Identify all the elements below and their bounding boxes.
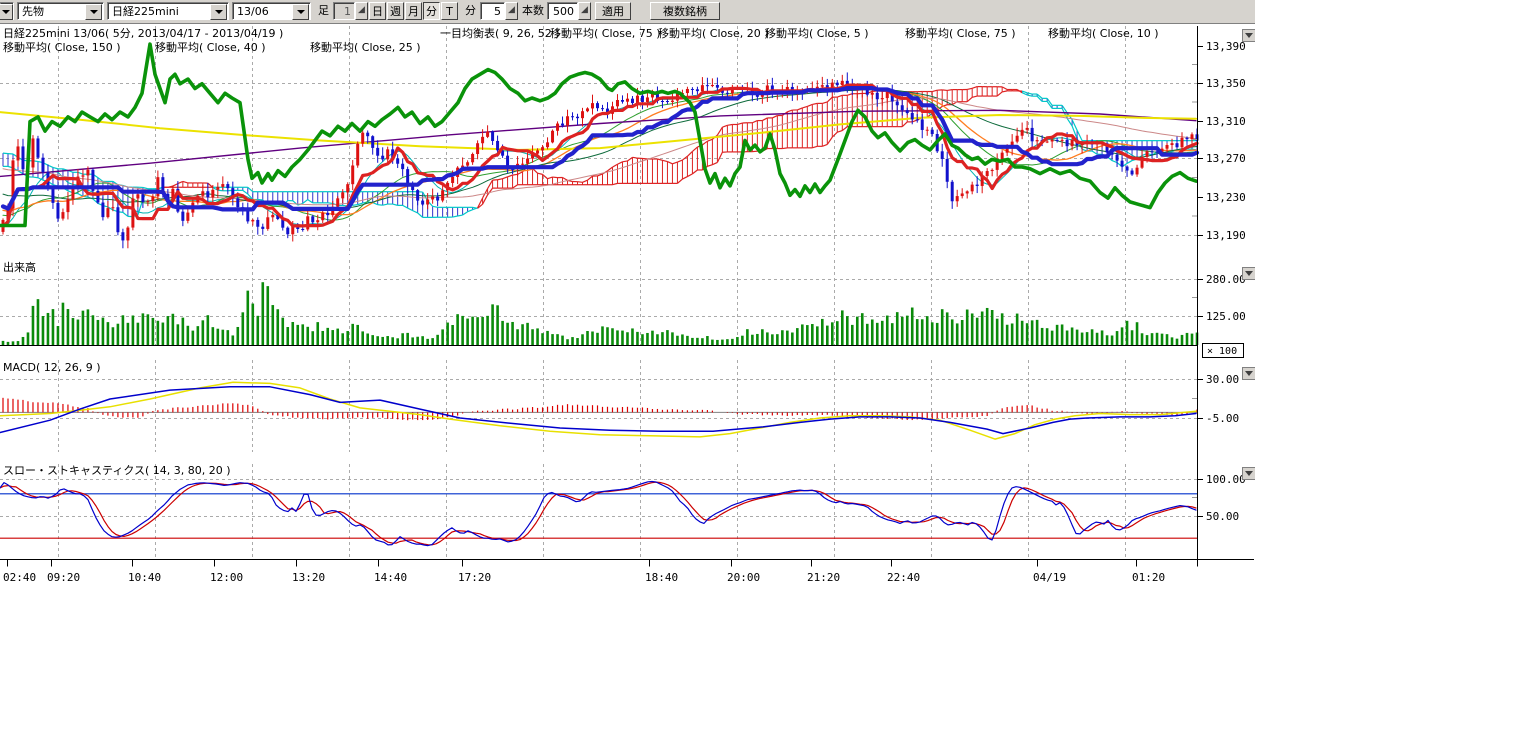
svg-text:10:40: 10:40 bbox=[128, 571, 161, 584]
tenkan-kijun-lines bbox=[0, 83, 1200, 229]
svg-text:04/19: 04/19 bbox=[1033, 571, 1066, 584]
symbol-combo[interactable]: 日経225mini bbox=[107, 2, 229, 20]
svg-text:13,310: 13,310 bbox=[1206, 115, 1246, 128]
svg-text:MACD( 12, 26, 9 ): MACD( 12, 26, 9 ) bbox=[3, 361, 101, 374]
main-toolbar: 先物 日経225mini 13/06 足 1 ◢ 日 週 月 分 T 分 5 ◢… bbox=[0, 0, 1255, 24]
svg-text:移動平均( Close, 75 ): 移動平均( Close, 75 ) bbox=[550, 26, 661, 40]
minute-label: 分 bbox=[465, 4, 476, 17]
svg-text:13,230: 13,230 bbox=[1206, 191, 1246, 204]
contract-month-combo[interactable]: 13/06 bbox=[232, 2, 311, 20]
symbol-combo-value: 日経225mini bbox=[112, 5, 179, 18]
apply-button[interactable]: 適用 bbox=[595, 2, 631, 20]
svg-text:スロー・ストキャスティクス( 14, 3, 80, 20 ): スロー・ストキャスティクス( 14, 3, 80, 20 ) bbox=[3, 464, 231, 477]
panel-menu-button-macd[interactable] bbox=[1242, 367, 1256, 380]
multi-symbol-button[interactable]: 複数銘柄 bbox=[650, 2, 720, 20]
svg-text:125.00: 125.00 bbox=[1206, 310, 1246, 323]
svg-text:日経225mini 13/06( 5分, 2013/04/1: 日経225mini 13/06( 5分, 2013/04/17 - 2013/0… bbox=[3, 27, 283, 40]
svg-text:18:40: 18:40 bbox=[645, 571, 678, 584]
spinner-icon[interactable]: ◢ bbox=[355, 2, 368, 20]
contract-combo-value: 13/06 bbox=[237, 5, 269, 18]
svg-text:× 100: × 100 bbox=[1207, 346, 1237, 357]
svg-text:移動平均( Close, 10 ): 移動平均( Close, 10 ) bbox=[1048, 26, 1159, 40]
volume-panel bbox=[0, 282, 1199, 346]
svg-text:30.00: 30.00 bbox=[1206, 373, 1239, 386]
svg-text:13,270: 13,270 bbox=[1206, 152, 1246, 165]
market-combo-value: 先物 bbox=[22, 5, 44, 18]
overlay-symbol-line bbox=[0, 42, 1198, 228]
spinner-icon[interactable]: ◢ bbox=[505, 2, 518, 20]
svg-text:13:20: 13:20 bbox=[292, 571, 325, 584]
svg-text:移動平均( Close, 5 ): 移動平均( Close, 5 ) bbox=[765, 26, 869, 40]
svg-text:280.00: 280.00 bbox=[1206, 273, 1246, 286]
svg-text:17:20: 17:20 bbox=[458, 571, 491, 584]
chart-canvas: 02:40 09:20 10:40 12:00 13:20 14:40 17:20 18:40… bbox=[0, 26, 1256, 584]
panel-menu-button-price[interactable] bbox=[1242, 29, 1256, 42]
bar-count-label: 本数 bbox=[522, 4, 544, 17]
minute-value-input[interactable]: 5 bbox=[480, 2, 505, 20]
edge-combo-partial[interactable] bbox=[0, 2, 14, 20]
svg-text:22:40: 22:40 bbox=[887, 571, 920, 584]
svg-text:21:20: 21:20 bbox=[807, 571, 840, 584]
svg-text:12:00: 12:00 bbox=[210, 571, 243, 584]
period-month-button[interactable]: 月 bbox=[405, 2, 422, 20]
svg-text:移動平均( Close, 20 ): 移動平均( Close, 20 ) bbox=[658, 26, 769, 40]
svg-text:13,190: 13,190 bbox=[1206, 229, 1246, 242]
svg-text:20:00: 20:00 bbox=[727, 571, 760, 584]
period-week-button[interactable]: 週 bbox=[387, 2, 404, 20]
macd-panel bbox=[0, 381, 1198, 440]
svg-text:09:20: 09:20 bbox=[47, 571, 80, 584]
svg-text:移動平均( Close, 150 ): 移動平均( Close, 150 ) bbox=[3, 40, 121, 54]
panel-menu-button-volume[interactable] bbox=[1242, 267, 1256, 280]
panel-menu-button-stoch[interactable] bbox=[1242, 467, 1256, 480]
period-minute-button[interactable]: 分 bbox=[423, 2, 440, 20]
volume-multiplier-box: × 100 bbox=[1202, 343, 1244, 358]
spinner-icon[interactable]: ◢ bbox=[578, 2, 591, 20]
chart-header-text: 日経225mini 13/06( 5分, 2013/04/17 - 2013/0… bbox=[3, 26, 1159, 477]
svg-text:移動平均( Close, 75 ): 移動平均( Close, 75 ) bbox=[905, 26, 1016, 40]
bar-type-label: 足 bbox=[318, 4, 329, 17]
chevron-down-icon[interactable] bbox=[292, 4, 309, 20]
bar-interval-input[interactable]: 1 bbox=[333, 2, 355, 20]
svg-text:02:40: 02:40 bbox=[3, 571, 36, 584]
svg-text:一目均衡表( 9, 26, 52 ): 一目均衡表( 9, 26, 52 ) bbox=[440, 26, 560, 40]
svg-text:50.00: 50.00 bbox=[1206, 510, 1239, 523]
svg-text:14:40: 14:40 bbox=[374, 571, 407, 584]
svg-text:移動平均( Close, 40 ): 移動平均( Close, 40 ) bbox=[155, 40, 266, 54]
svg-text:移動平均( Close, 25 ): 移動平均( Close, 25 ) bbox=[310, 40, 421, 54]
chevron-down-icon[interactable] bbox=[85, 4, 102, 20]
svg-text:13,390: 13,390 bbox=[1206, 40, 1246, 53]
svg-text:100.00: 100.00 bbox=[1206, 473, 1246, 486]
svg-text:01:20: 01:20 bbox=[1132, 571, 1165, 584]
chevron-down-icon[interactable] bbox=[210, 4, 227, 20]
svg-text:-5.00: -5.00 bbox=[1206, 412, 1239, 425]
svg-text:13,350: 13,350 bbox=[1206, 77, 1246, 90]
period-tick-button[interactable]: T bbox=[441, 2, 458, 20]
stochastics-panel bbox=[0, 480, 1197, 547]
svg-text:出来高: 出来高 bbox=[3, 260, 36, 274]
axes: 02:40 09:20 10:40 12:00 13:20 14:40 17:20 18:40… bbox=[0, 26, 1254, 584]
period-day-button[interactable]: 日 bbox=[369, 2, 386, 20]
market-combo[interactable]: 先物 bbox=[17, 2, 104, 20]
chevron-down-icon[interactable] bbox=[0, 4, 13, 20]
chart-application-window: 先物 日経225mini 13/06 足 1 ◢ 日 週 月 分 T 分 5 ◢… bbox=[0, 0, 1255, 584]
bar-count-input[interactable]: 500 bbox=[547, 2, 578, 20]
